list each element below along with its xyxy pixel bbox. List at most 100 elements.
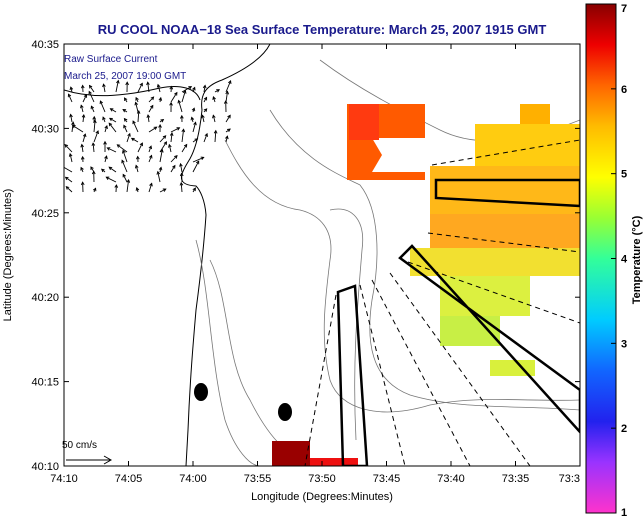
sst-patch: [530, 290, 580, 320]
current-vector: [192, 122, 197, 133]
current-vector-head: [121, 159, 125, 164]
current-vector: [107, 147, 117, 153]
x-axis-label: Longitude (Degrees:Minutes): [251, 491, 393, 503]
current-vector-head: [109, 117, 113, 122]
current-vector: [159, 141, 167, 153]
current-vector-head: [158, 123, 162, 128]
current-vector: [147, 82, 150, 93]
current-vector: [170, 165, 176, 173]
current-vector-head: [109, 108, 114, 112]
current-vector: [88, 91, 95, 103]
current-vector: [99, 100, 106, 113]
x-tick-label: 73:40: [437, 473, 465, 485]
current-vector-head: [91, 170, 96, 175]
current-vector: [104, 155, 108, 163]
current-vector: [82, 94, 87, 103]
current-vector-head: [108, 166, 113, 171]
current-vector: [89, 85, 95, 93]
current-vector-head: [64, 144, 69, 148]
x-tick-label: 73:45: [373, 473, 401, 485]
current-vector: [71, 122, 74, 133]
current-vector-head: [82, 133, 87, 138]
current-vector-head: [179, 172, 184, 177]
sst-patch: [430, 214, 580, 248]
current-vector: [108, 166, 117, 173]
current-vector: [72, 125, 84, 133]
y-tick-label: 40:15: [31, 377, 59, 389]
current-vector: [90, 106, 95, 113]
current-vector-head: [204, 132, 208, 137]
current-vector: [180, 182, 183, 193]
current-vector: [225, 80, 232, 93]
current-vector-head: [216, 89, 221, 93]
current-vector-head: [127, 132, 131, 137]
current-vector-head: [139, 142, 143, 147]
current-vector-head: [80, 181, 85, 186]
current-vector-head: [68, 152, 73, 157]
current-vector-head: [95, 130, 99, 135]
current-vector-head: [183, 143, 188, 148]
y-tick-label: 40:10: [31, 461, 59, 473]
current-vector-head: [160, 148, 164, 153]
current-vector-head: [195, 160, 200, 165]
current-vector: [159, 188, 167, 193]
current-vector: [68, 94, 73, 103]
current-vector-head: [106, 147, 111, 151]
survey-boxes: [336, 178, 580, 466]
colorbar-tick-label: 5: [621, 169, 627, 181]
current-vector-head: [135, 96, 139, 101]
current-vector: [110, 108, 117, 113]
current-vector-head: [150, 96, 155, 101]
current-vector-head: [135, 155, 140, 160]
current-vector-head: [180, 114, 184, 119]
current-vector-head: [201, 114, 205, 119]
current-vector-head: [149, 104, 154, 109]
current-vector-head: [179, 162, 183, 167]
current-vector-head: [125, 81, 129, 86]
current-vector: [178, 100, 183, 113]
x-tick-label: 74:00: [179, 473, 207, 485]
current-vector-head: [123, 97, 128, 102]
sst-gap: [372, 138, 425, 172]
colorbar-tick-label: 1: [621, 507, 627, 518]
current-vector: [131, 137, 139, 143]
current-time: March 25, 2007 19:00 GMT: [64, 71, 186, 82]
sst-patch: [440, 316, 500, 346]
current-vector: [122, 174, 128, 183]
scale-label: 50 cm/s: [62, 440, 97, 451]
current-vector: [170, 132, 173, 143]
current-vector: [214, 130, 217, 143]
current-vector-head: [64, 176, 69, 181]
bathymetry-contour: [195, 239, 261, 466]
colorbar-tick-label: 3: [621, 338, 627, 350]
current-vector-head: [156, 83, 161, 88]
shipping-channel: [329, 208, 364, 441]
x-tick-label: 73:55: [244, 473, 272, 485]
current-vector-head: [192, 187, 196, 192]
sst-patch: [490, 360, 535, 376]
sst-patch: [520, 104, 550, 124]
current-vector: [148, 105, 154, 113]
current-vector-head: [181, 128, 186, 133]
current-vector-head: [134, 164, 139, 169]
colorbar-label: Temperature (°C): [631, 215, 643, 304]
current-vector: [137, 110, 140, 123]
current-vector: [148, 126, 157, 133]
current-vector-head: [71, 124, 76, 129]
map-layer: [64, 44, 580, 466]
sst-patch: [349, 104, 379, 140]
current-vector-head: [71, 121, 75, 126]
current-vector-head: [169, 101, 173, 106]
current-vector-head: [114, 184, 119, 188]
current-vector-head: [225, 90, 230, 95]
current-vector-head: [92, 115, 97, 120]
current-vector: [115, 80, 119, 93]
colorbar-tick-label: 2: [621, 423, 627, 435]
current-vector-head: [91, 142, 96, 146]
current-vector-head: [193, 121, 197, 126]
current-vector: [109, 117, 117, 123]
current-vector-head: [102, 116, 106, 121]
current-vector-head: [148, 145, 153, 150]
current-vector-head: [212, 114, 216, 119]
